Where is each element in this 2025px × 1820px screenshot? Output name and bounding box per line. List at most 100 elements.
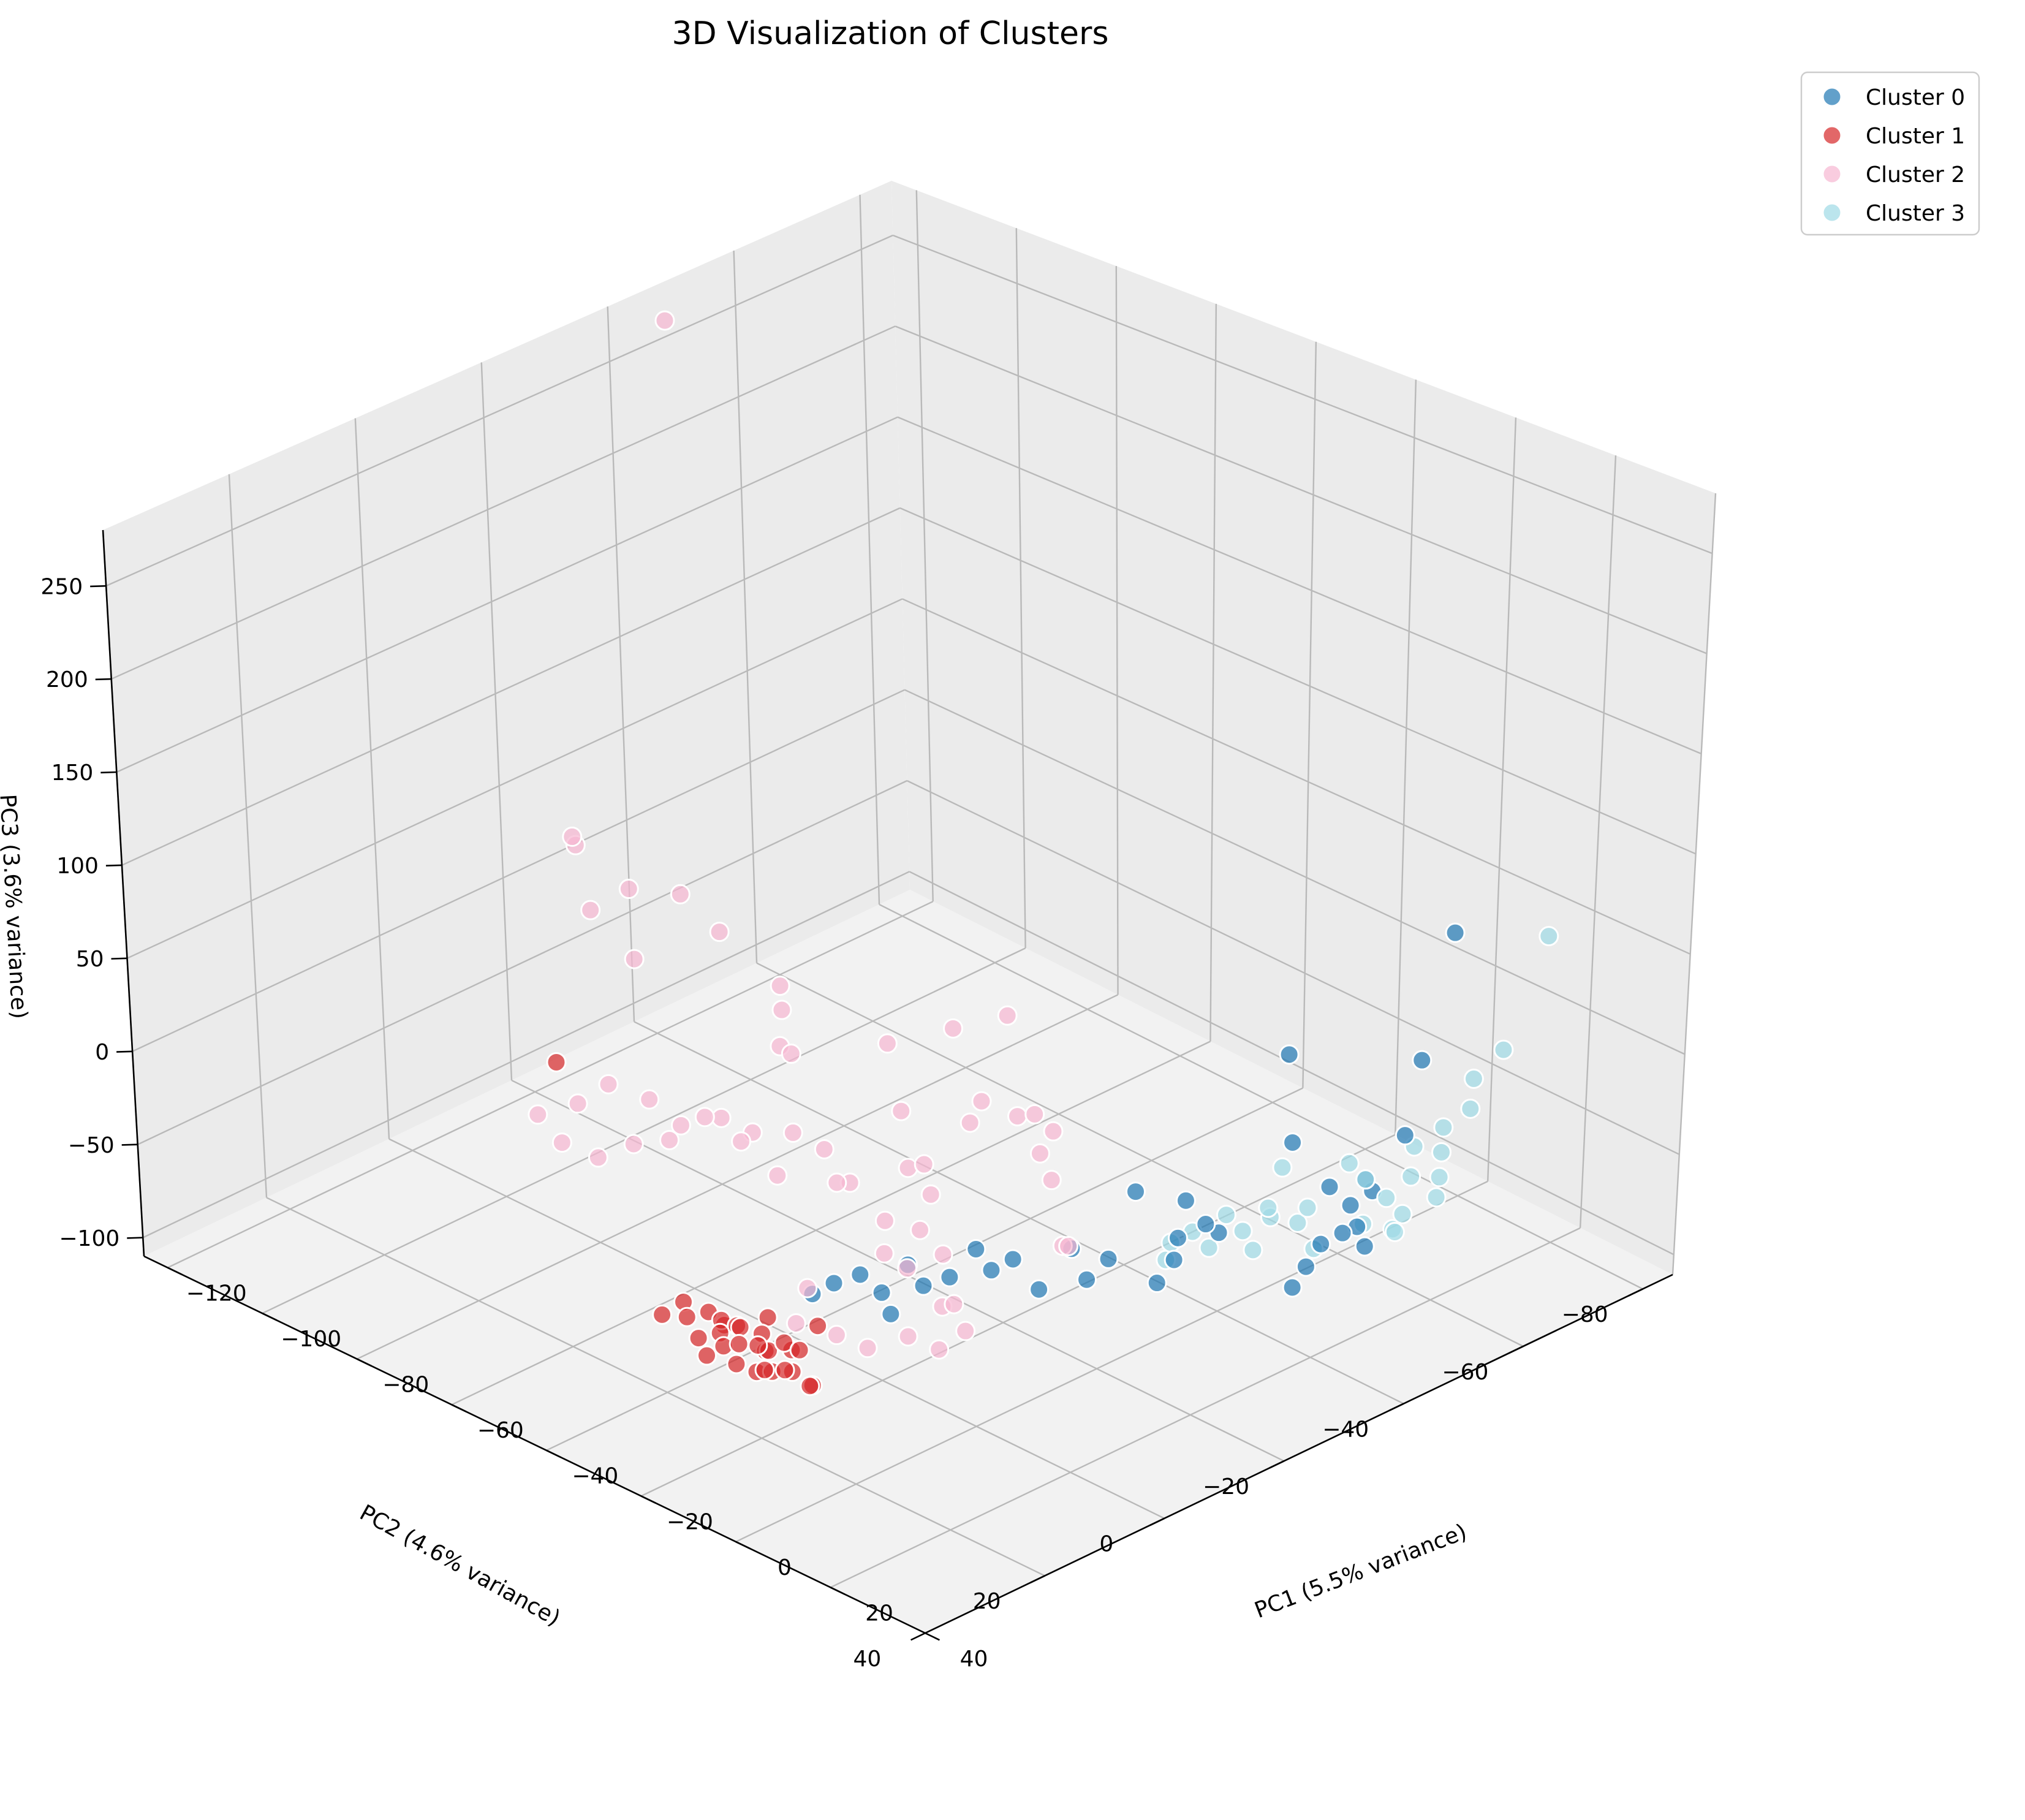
- cluster-2-point: [874, 1210, 895, 1231]
- cluster-2-point: [781, 1044, 801, 1064]
- cluster-3-point: [1232, 1221, 1253, 1242]
- y-axis-line: [925, 1273, 1673, 1634]
- cluster-2-point: [767, 1165, 788, 1186]
- cluster-0-point: [1146, 1273, 1167, 1294]
- cluster-2-point: [971, 1091, 992, 1112]
- x-axis-label: PC1 (5.5% variance): [1251, 1519, 1470, 1623]
- data-points: [528, 310, 1559, 1397]
- chart-title: 3D Visualization of Clusters: [672, 15, 1109, 52]
- cluster-0-point: [1445, 922, 1466, 943]
- cluster-3-point: [1258, 1197, 1279, 1218]
- z-axis-line: [102, 529, 145, 1257]
- x-tick-label: −120: [186, 1281, 247, 1306]
- cluster-2-point: [1041, 1170, 1062, 1191]
- y-tick-label: 40: [854, 1647, 882, 1672]
- x-tick-label: −100: [281, 1327, 341, 1352]
- grid-line-y-floor: [388, 1138, 1165, 1519]
- grid-line-z-right: [902, 598, 1691, 955]
- cluster-2-point: [670, 1115, 691, 1136]
- axes-panes: [103, 181, 1716, 1633]
- cluster-3-point: [1198, 1237, 1219, 1258]
- cluster-2-point: [955, 1321, 976, 1341]
- legend-marker-2: [1822, 164, 1842, 184]
- legend-marker-3: [1822, 202, 1842, 223]
- cluster-0-point: [1282, 1132, 1303, 1153]
- legend-label-1: Cluster 1: [1866, 124, 1965, 149]
- grid-line-x-wall: [915, 190, 934, 902]
- cluster-3-point: [1216, 1205, 1236, 1226]
- grid-line-z-left: [121, 507, 901, 866]
- cluster-2-point: [814, 1139, 835, 1159]
- grid-line-x-floor: [830, 1227, 1581, 1588]
- cluster-0-point: [1167, 1227, 1188, 1248]
- cluster-2-point: [618, 879, 639, 900]
- cluster-3-point: [1287, 1213, 1308, 1234]
- x-tick-label: 40: [960, 1647, 988, 1672]
- cluster-2-point: [782, 1122, 803, 1143]
- cluster-2-point: [1007, 1106, 1028, 1127]
- grid-line-z-left: [105, 234, 893, 587]
- cluster-2-point: [920, 1184, 941, 1205]
- grid-line-x-floor: [357, 994, 1119, 1360]
- grid-line-z-left: [111, 325, 896, 680]
- cluster-2-point: [709, 922, 730, 942]
- grid-line-x-floor: [546, 1087, 1303, 1451]
- cluster-0-point: [981, 1260, 1002, 1281]
- cluster-2-point: [1043, 1121, 1064, 1142]
- cluster-3-point: [1355, 1169, 1376, 1190]
- cluster-2-point: [694, 1107, 715, 1128]
- cluster-1-point: [688, 1328, 709, 1349]
- grid-line-x-wall: [1671, 493, 1717, 1275]
- cluster-2-point: [827, 1172, 847, 1193]
- cluster-0-point: [1412, 1050, 1433, 1071]
- cluster-1-point: [726, 1354, 747, 1374]
- cluster-1-point: [800, 1376, 820, 1397]
- cluster-0-point: [1098, 1248, 1119, 1269]
- x-tick-mark: [735, 1541, 751, 1550]
- cluster-0-point: [1125, 1181, 1146, 1202]
- cluster-2-point: [598, 1074, 619, 1094]
- cluster-3-point: [1426, 1187, 1447, 1208]
- cluster-2-point: [528, 1104, 548, 1125]
- cluster-0-point: [1340, 1195, 1361, 1216]
- cluster-1-point: [789, 1340, 810, 1360]
- grid-line-y-wall: [480, 362, 513, 1081]
- x-tick-mark: [357, 1358, 372, 1367]
- cluster-1-point: [652, 1304, 673, 1325]
- y-tick-mark: [1388, 1403, 1404, 1412]
- x-tick-mark: [640, 1495, 656, 1504]
- cluster-3-point: [1539, 926, 1559, 947]
- cluster-2-point: [898, 1326, 918, 1347]
- grid-line-y-wall: [607, 306, 635, 1022]
- grid-line-y-wall: [354, 418, 390, 1139]
- cluster-2-point: [624, 949, 645, 969]
- z-tick-mark: [95, 678, 112, 681]
- cluster-0-point: [1311, 1234, 1331, 1254]
- x-tick-label: −60: [477, 1418, 524, 1443]
- z-tick-label: 250: [40, 574, 83, 599]
- cluster-2-point: [874, 1243, 895, 1264]
- cluster-0-point: [880, 1303, 901, 1324]
- cluster-2-point: [929, 1339, 950, 1360]
- y-tick-label: −20: [1203, 1474, 1249, 1500]
- cluster-3-point: [1243, 1240, 1263, 1261]
- legend-label-2: Cluster 2: [1866, 162, 1965, 188]
- cluster-2-point: [857, 1338, 878, 1359]
- grid-line-x-floor: [640, 1134, 1396, 1497]
- x-tick-mark: [830, 1587, 846, 1595]
- cluster-2-point: [1058, 1235, 1079, 1256]
- z-tick-mark: [111, 957, 127, 960]
- x-tick-label: −40: [572, 1464, 618, 1489]
- cluster-3-point: [1272, 1157, 1293, 1178]
- grid-line-y-floor: [634, 1021, 1404, 1405]
- z-tick-label: 0: [95, 1040, 109, 1065]
- cluster-3-point: [1429, 1167, 1450, 1188]
- cluster-3-point: [1392, 1204, 1413, 1224]
- cluster-0-point: [1279, 1044, 1300, 1065]
- cluster-0-point: [850, 1264, 871, 1285]
- grid-line-y-wall: [228, 474, 268, 1198]
- cluster-0-point: [966, 1238, 986, 1259]
- pane-back-left: [103, 181, 910, 1256]
- x-tick-mark: [262, 1313, 278, 1321]
